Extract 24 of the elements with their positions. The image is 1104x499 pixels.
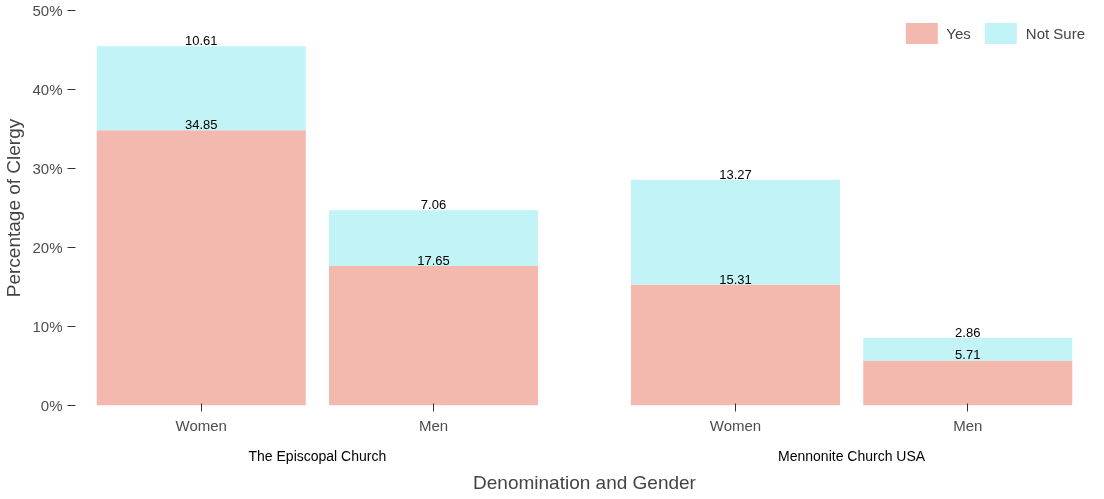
y-tick-label: 10% xyxy=(32,318,63,335)
legend-label: Not Sure xyxy=(1025,24,1085,42)
text: Mennonite Church USA xyxy=(778,447,926,464)
y-tick-label: 0% xyxy=(40,397,63,414)
x-tick-label: Women xyxy=(175,416,227,434)
y-tick-label: 20% xyxy=(32,239,63,256)
text: The Episcopal Church xyxy=(248,447,387,464)
data-label: 13.27 xyxy=(719,166,752,182)
data-label: 2.86 xyxy=(955,324,981,340)
data-label: 34.85 xyxy=(184,117,218,133)
data-label: 7.06 xyxy=(420,197,447,213)
data-label: 15.31 xyxy=(719,271,752,287)
y-tick-label: 30% xyxy=(32,160,63,177)
data-label: 17.65 xyxy=(417,253,450,269)
data-label: 10.61 xyxy=(184,33,218,49)
x-tick-label: Men xyxy=(418,416,449,434)
y-tick-label: 50% xyxy=(32,2,63,19)
data-label: 5.71 xyxy=(955,347,981,363)
y-tick-label: 40% xyxy=(32,81,63,98)
legend-label: Yes xyxy=(946,24,971,42)
x-tick-label: Men xyxy=(953,416,983,434)
x-tick-label: Women xyxy=(709,416,762,434)
x-axis-title: Denomination and Gender xyxy=(473,471,697,493)
y-axis-title: Percentage of Clergy xyxy=(3,118,25,298)
